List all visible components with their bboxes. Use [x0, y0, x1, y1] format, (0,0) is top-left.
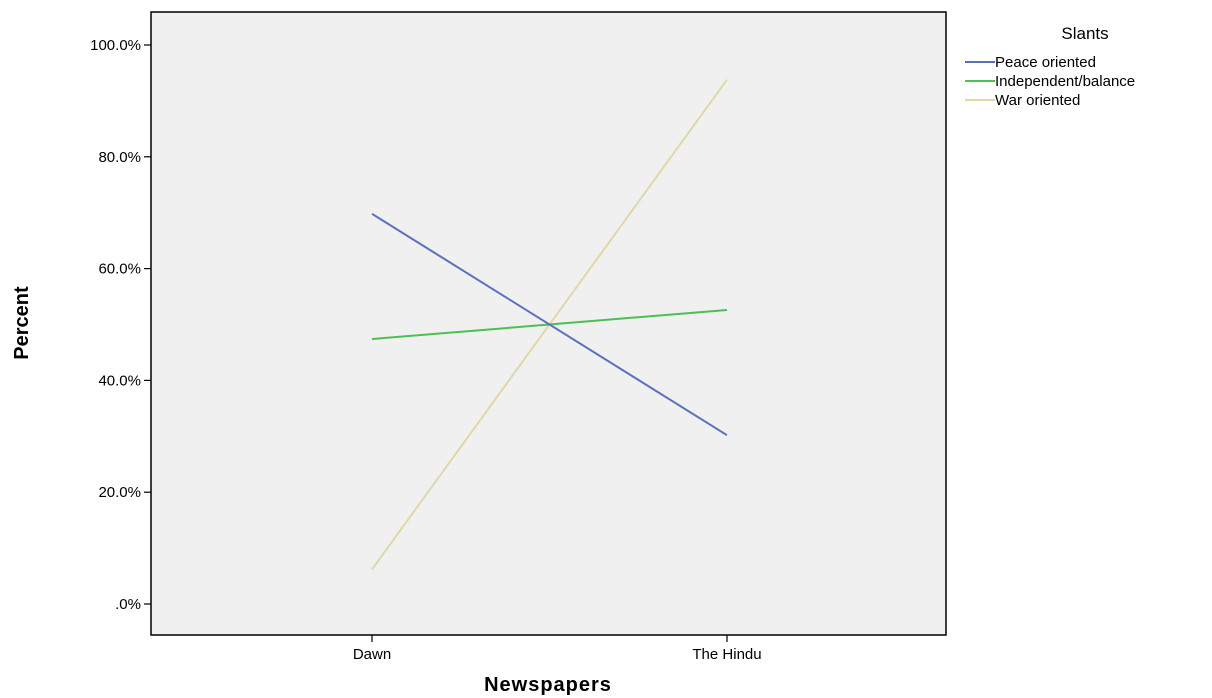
- y-tick-label: 60.0%: [98, 261, 141, 278]
- x-tick-label: Dawn: [353, 646, 391, 663]
- y-tick-label: 80.0%: [98, 149, 141, 166]
- legend: Slants Peace oriented Independent/balance…: [965, 24, 1135, 109]
- y-axis: .0% 20.0% 40.0% 60.0% 80.0% 100.0%: [90, 37, 151, 613]
- legend-label: Peace oriented: [995, 54, 1096, 71]
- x-tick-label: The Hindu: [692, 646, 761, 663]
- legend-label: War oriented: [995, 92, 1080, 109]
- y-tick-label: 20.0%: [98, 484, 141, 501]
- x-axis: Dawn The Hindu: [353, 635, 762, 663]
- legend-title: Slants: [1061, 24, 1108, 43]
- y-tick-label: .0%: [115, 596, 141, 613]
- y-axis-title: Percent: [11, 286, 33, 360]
- series-line-peace-oriented: [371, 212, 728, 437]
- x-axis-title: Newspapers: [484, 674, 612, 696]
- y-tick-label: 100.0%: [90, 37, 141, 54]
- legend-label: Independent/balance: [995, 73, 1135, 90]
- series-lines: [371, 79, 728, 570]
- y-tick-label: 40.0%: [98, 372, 141, 389]
